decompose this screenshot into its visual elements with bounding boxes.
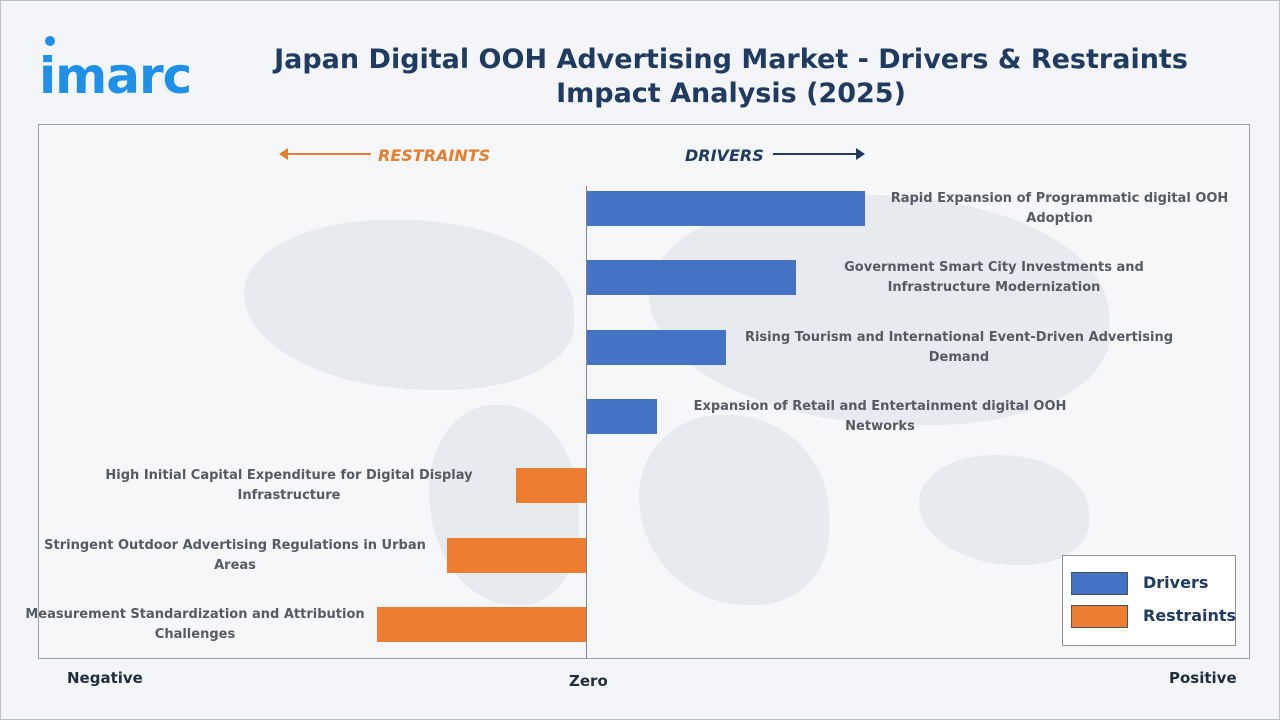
driver-label-1: Rapid Expansion of Programmatic digital … xyxy=(890,191,1229,226)
drivers-arrow xyxy=(773,148,865,160)
restraint-label-5: High Initial Capital Expenditure for Dig… xyxy=(105,468,473,503)
restraint-bar-6 xyxy=(447,538,586,573)
legend-swatch-drivers xyxy=(1071,572,1128,595)
world-map-background-east xyxy=(649,195,1109,425)
plot-area xyxy=(38,124,1250,659)
world-map-background-oceania xyxy=(919,455,1089,565)
legend-label-restraints: Restraints xyxy=(1143,606,1237,625)
world-map-background-africa xyxy=(639,415,829,605)
legend-label-drivers: Drivers xyxy=(1143,573,1209,592)
driver-label-3: Rising Tourism and International Event-D… xyxy=(744,330,1174,365)
driver-bar-2 xyxy=(587,260,796,295)
legend: Drivers Restraints xyxy=(1062,555,1236,646)
logo-text: imarc xyxy=(39,47,192,105)
restraint-label-7: Measurement Standardization and Attribut… xyxy=(25,607,365,642)
driver-label-4: Expansion of Retail and Entertainment di… xyxy=(693,399,1067,434)
drivers-direction-label: DRIVERS xyxy=(685,146,764,165)
driver-bar-3 xyxy=(587,330,726,365)
imarc-logo: imarc xyxy=(21,21,211,105)
driver-label-2: Government Smart City Investments and In… xyxy=(844,260,1144,295)
axis-negative-label: Negative xyxy=(67,669,143,687)
world-map-background xyxy=(244,220,574,390)
driver-bar-1 xyxy=(587,191,865,226)
restraint-bar-7 xyxy=(377,607,586,642)
restraint-bar-5 xyxy=(516,468,586,503)
logo-dot-icon xyxy=(45,36,55,46)
restraints-direction-label: RESTRAINTS xyxy=(378,146,491,165)
axis-positive-label: Positive xyxy=(1169,669,1237,687)
chart-title: Japan Digital OOH Advertising Market - D… xyxy=(274,44,1188,109)
axis-zero-label: Zero xyxy=(569,672,608,690)
driver-bar-4 xyxy=(587,399,657,434)
legend-swatch-restraints xyxy=(1071,605,1128,628)
zero-axis-line xyxy=(586,186,587,658)
restraints-arrow xyxy=(279,148,371,160)
restraint-label-6: Stringent Outdoor Advertising Regulation… xyxy=(44,538,426,573)
